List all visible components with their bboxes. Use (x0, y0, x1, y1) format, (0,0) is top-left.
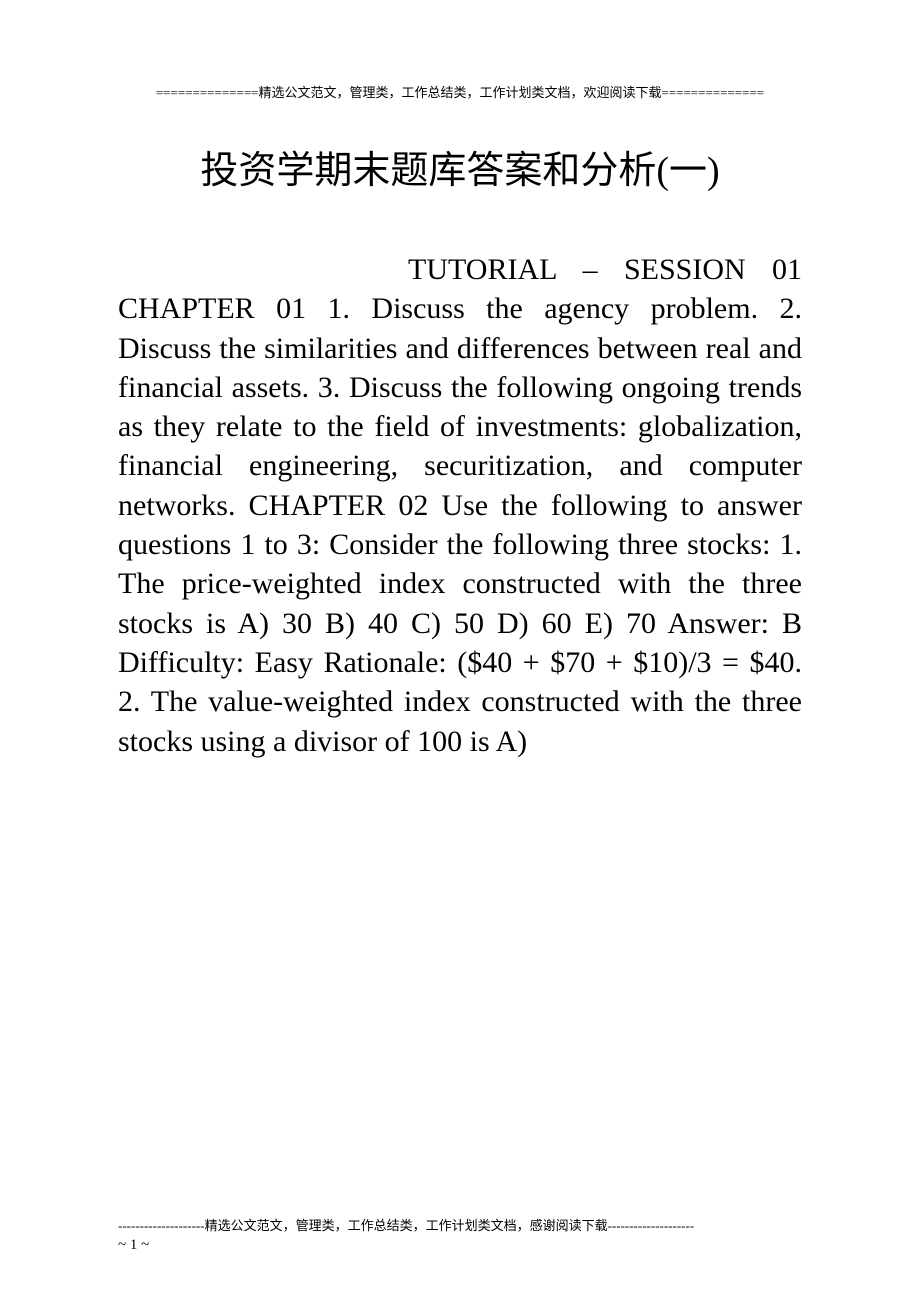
page-number: ~ 1 ~ (118, 1237, 149, 1254)
document-title: 投资学期末题库答案和分析(一) (118, 139, 802, 194)
body-text-block: TUTORIAL – SESSION 01 CHAPTER 01 1. Disc… (118, 250, 802, 761)
bottom-banner: --------------------精选公文范文，管理类，工作总结类，工作计… (118, 1215, 802, 1234)
document-page: ==============精选公文范文，管理类，工作总结类，工作计划类文档，欢… (0, 0, 920, 1302)
top-banner: ==============精选公文范文，管理类，工作总结类，工作计划类文档，欢… (118, 82, 802, 101)
body-content: TUTORIAL – SESSION 01 CHAPTER 01 1. Disc… (118, 253, 802, 758)
